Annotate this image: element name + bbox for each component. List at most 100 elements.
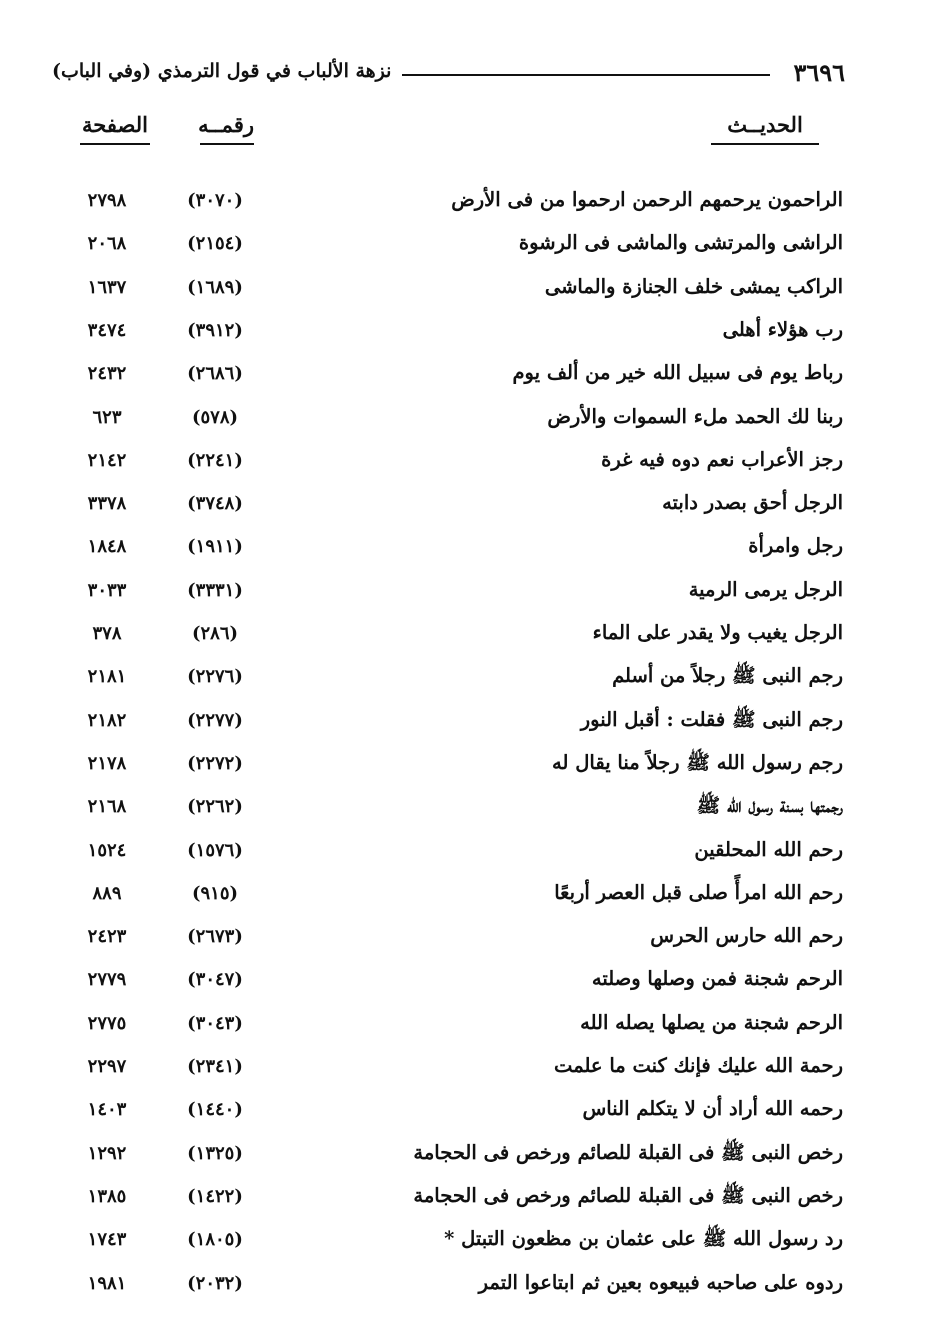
page-ref: ٣٣٧٨ (87, 493, 127, 515)
page-ref: ١٤٠٣ (87, 1099, 127, 1121)
hadith-number: (٢٢٧٧) (187, 709, 243, 731)
running-title: نزهة الألباب في قول الترمذي (وفي الباب) (52, 60, 392, 82)
page-ref: ١٢٩٢ (87, 1142, 127, 1164)
table-row: رجز الأعراب نعم دوه فيه غرة (٢٢٤١) ٢١٤٢ (0, 448, 943, 488)
page-ref: ٢٤٣٢ (87, 363, 127, 385)
hadith-number: (٢٦٨٦) (187, 363, 243, 385)
table-row: الراشى والمرتشى والماشى فى الرشوة (٢١٥٤) ٢… (0, 231, 943, 271)
page-ref: ٢٧٧٩ (87, 969, 127, 991)
table-row: رحم الله امرأً صلى قبل العصر أربعًا (٩١٥)… (0, 881, 943, 921)
hadith-text: رحم الله امرأً صلى قبل العصر أربعًا (554, 880, 843, 904)
table-row: رباط يوم فى سبيل الله خير من ألف يوم (٢٦٨… (0, 361, 943, 401)
hadith-number: (٢٠٣٢) (187, 1272, 243, 1294)
table-row: ربنا لك الحمد ملء السموات والأرض (٥٧٨) ٦٢٣ (0, 405, 943, 445)
table-row: رحم الله المحلقين (١٥٧٦) ١٥٢٤ (0, 838, 943, 878)
hadith-number: (٢٨٦) (191, 623, 239, 644)
page-ref: ٢٧٩٨ (87, 190, 127, 211)
hadith-text: رحم الله حارس الحرس (650, 924, 843, 948)
hadith-number: (٣٩١٢) (187, 319, 243, 341)
page-ref: ٢٢٩٧ (87, 1056, 127, 1077)
page-ref: ٢١٨١ (87, 666, 127, 688)
hadith-text: ربنا لك الحمد ملء السموات والأرض (547, 404, 843, 428)
hadith-number: (١٩١١) (187, 536, 243, 558)
page-ref: ٨٨٩ (92, 882, 122, 904)
hadith-number: (٢٢٦٢) (187, 796, 243, 818)
page-ref: ٢٠٦٨ (87, 233, 127, 255)
page-ref: ١٨٤٨ (87, 536, 127, 558)
table-row: الرجل أحق بصدر دابته (٣٧٤٨) ٣٣٧٨ (0, 491, 943, 531)
hadith-text: الرحم شجنة من يصلها يصله الله (580, 1010, 843, 1034)
hadith-number: (١٤٢٢) (187, 1185, 243, 1207)
table-row: ردوه على صاحبه فبيعوه بعين ثم ابتاعوا ال… (0, 1271, 943, 1311)
hadith-text: رب هؤلاء أهلى (722, 317, 843, 341)
hadith-number: (٢١٥٤) (187, 233, 243, 255)
page-ref: ٣٠٣٣ (87, 579, 127, 601)
hadith-text: الرحم شجنة فمن وصلها وصلته (591, 967, 843, 991)
hadith-number: (٣٣٣١) (187, 579, 243, 601)
hadith-number: (١٥٧٦) (187, 839, 243, 861)
hadith-text: رجل وامرأة (748, 534, 843, 558)
table-row: رجم النبى ﷺ فقلت : أقبل النور (٢٢٧٧) ٢١٨٢ (0, 708, 943, 748)
hadith-text: رباط يوم فى سبيل الله خير من ألف يوم (512, 361, 843, 385)
page-ref: ٢٧٧٥ (87, 1012, 127, 1034)
page-ref: ٢١٨٢ (87, 709, 127, 731)
hadith-number: (٣٠٤٧) (187, 969, 243, 991)
hadith-text: الرجل يغيب ولا يقدر على الماء (592, 621, 843, 644)
hadith-text: رجز الأعراب نعم دوه فيه غرة (601, 447, 843, 471)
table-row: رجم النبى ﷺ رجلاً من أسلم (٢٢٧٦) ٢١٨١ (0, 664, 943, 704)
hadith-text: رخص النبى ﷺ فى القبلة للصائم ورخص فى الح… (413, 1183, 843, 1207)
page-ref: ١٥٢٤ (87, 839, 127, 861)
hadith-number: (٢٣٤١) (187, 1056, 243, 1077)
table-row: الرجل يرمى الرمية (٣٣٣١) ٣٠٣٣ (0, 578, 943, 618)
hadith-text: رجم رسول الله ﷺ رجلاً منا يقال له (552, 750, 843, 774)
hadith-number: (٥٧٨) (191, 406, 239, 428)
hadith-text: الراكب يمشى خلف الجنازة والماشى (544, 274, 843, 298)
hadith-number: (٩١٥) (191, 882, 239, 904)
hadith-text: الراشى والمرتشى والماشى فى الرشوة (518, 231, 843, 255)
table-row: الرحم شجنة فمن وصلها وصلته (٣٠٤٧) ٢٧٧٩ (0, 967, 943, 1007)
table-row: الراحمون يرحمهم الرحمن ارحموا من فى الأر… (0, 188, 943, 228)
column-header-hadith: الحديــث (711, 112, 819, 145)
column-header-number: رقمــه (198, 112, 254, 145)
hadith-number: (٣٠٧٠) (187, 190, 243, 211)
hadith-number: (٢٢٧٦) (187, 666, 243, 688)
table-row: رحمه الله أراد أن لا يتكلم الناس (١٤٤٠) ١٤… (0, 1097, 943, 1137)
column-header-page: الصفحة (80, 112, 150, 145)
table-row: رجمتها بسنة رسول الله ﷺ (٢٢٦٢) ٢١٦٨ (0, 794, 943, 834)
table-row: الراكب يمشى خلف الجنازة والماشى (١٦٨٩) ١٦٣… (0, 275, 943, 315)
header-rule (402, 74, 770, 76)
page-ref: ١٦٣٧ (87, 276, 127, 298)
page-ref: ٢١٦٨ (87, 796, 127, 818)
table-row: رد رسول الله ﷺ على عثمان بن مظعون التبتل… (0, 1227, 943, 1267)
table-row: رخص النبى ﷺ فى القبلة للصائم ورخص فى الح… (0, 1184, 943, 1224)
hadith-number: (١٤٤٠) (187, 1099, 243, 1121)
page-number: ٣٦٩٦ (793, 58, 845, 87)
hadith-text: رحمه الله أراد أن لا يتكلم الناس (582, 1097, 844, 1121)
table-row: رخص النبى ﷺ فى القبلة للصائم ورخص فى الح… (0, 1141, 943, 1181)
page-ref: ٢١٧٨ (87, 752, 127, 774)
hadith-number: (١٣٢٥) (187, 1142, 243, 1164)
hadith-text: الرجل أحق بصدر دابته (662, 491, 843, 515)
page-ref: ٣٤٧٤ (87, 319, 127, 341)
table-row: رحمة الله عليك فإنك كنت ما علمت (٢٣٤١) ٢٢٩… (0, 1054, 943, 1094)
page-ref: ٣٧٨ (92, 623, 122, 644)
table-row: رحم الله حارس الحرس (٢٦٧٣) ٢٤٢٣ (0, 924, 943, 964)
hadith-number: (٢٢٧٢) (187, 752, 243, 774)
hadith-text: رد رسول الله ﷺ على عثمان بن مظعون التبتل… (444, 1227, 843, 1251)
hadith-text: رجم النبى ﷺ فقلت : أقبل النور (580, 707, 843, 731)
page-ref: ١٣٨٥ (87, 1185, 127, 1207)
hadith-text: الرجل يرمى الرمية (688, 577, 843, 601)
hadith-text: رحم الله المحلقين (694, 837, 843, 861)
page-ref: ٢٤٢٣ (87, 926, 127, 948)
page-ref: ١٩٨١ (87, 1272, 127, 1294)
hadith-number: (١٦٨٩) (187, 276, 243, 298)
hadith-number: (١٨٠٥) (187, 1229, 243, 1251)
hadith-text: رجم النبى ﷺ رجلاً من أسلم (612, 664, 843, 688)
hadith-number: (٢٦٧٣) (187, 926, 243, 948)
page-ref: ١٧٤٣ (87, 1229, 127, 1251)
table-row: الرحم شجنة من يصلها يصله الله (٣٠٤٣) ٢٧٧٥ (0, 1011, 943, 1051)
table-row: رجل وامرأة (١٩١١) ١٨٤٨ (0, 534, 943, 574)
hadith-number: (٢٢٤١) (187, 449, 243, 471)
hadith-number: (٣٠٤٣) (187, 1012, 243, 1034)
page-ref: ٢١٤٢ (87, 449, 127, 471)
